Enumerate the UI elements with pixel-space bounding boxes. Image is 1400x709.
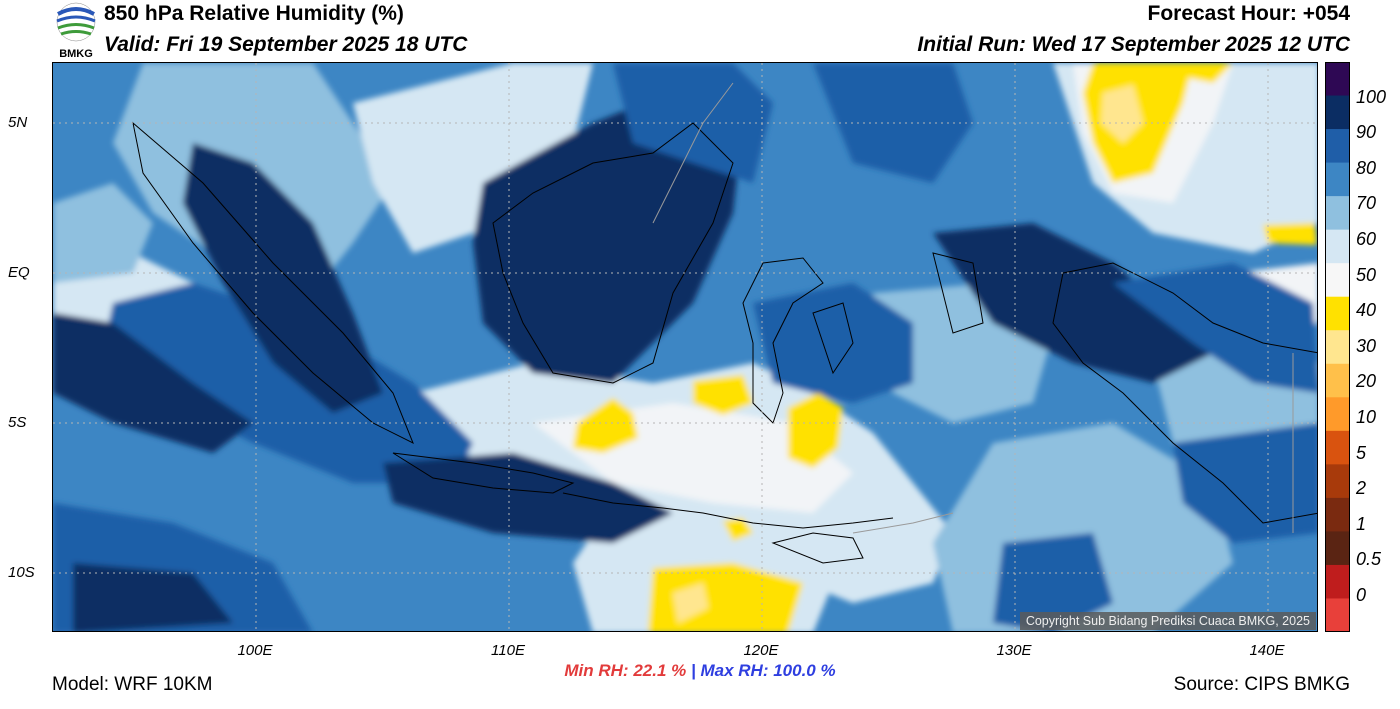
colorbar-label: 100 [1356,87,1387,107]
colorbar-segment [1325,363,1350,398]
lon-label-100e: 100E [237,642,273,659]
lon-label-120e: 120E [743,642,779,659]
colorbar-segment [1325,430,1350,465]
colorbar-label: 10 [1356,407,1377,427]
colorbar-segment [1325,296,1350,331]
colorbar-segment [1325,129,1350,164]
colorbar [1325,62,1350,632]
colorbar-segment [1325,397,1350,432]
lon-label-130e: 130E [996,642,1032,659]
stats-separator: | [690,661,696,680]
coastlines [132,121,1317,564]
chart-title: 850 hPa Relative Humidity (%) [104,2,404,25]
colorbar-segment [1325,564,1350,599]
colorbar-label: 60 [1356,229,1377,249]
colorbar-label: 0 [1356,585,1367,605]
colorbar-label: 1 [1356,514,1367,534]
lon-label-110e: 110E [491,642,525,659]
colorbar-segment [1325,263,1350,298]
model-label: Model: WRF 10KM [52,674,213,695]
colorbar-label: 2 [1356,478,1367,498]
colorbar-label: 0.5 [1356,549,1382,569]
colorbar-segment [1325,497,1350,532]
lat-label-5n: 5N [8,114,28,131]
colorbar-segment [1325,464,1350,499]
colorbar-label: 80 [1356,158,1377,178]
bmkg-logo: BMKG [56,2,96,60]
colorbar-label: 30 [1356,336,1377,356]
humidity-map: Copyright Sub Bidang Prediksi Cuaca BMKG… [52,62,1318,632]
lat-label-10s: 10S [8,564,35,581]
forecast-hour: Forecast Hour: +054 [1147,2,1351,25]
colorbar-label: 90 [1356,122,1377,142]
colorbar-label: 50 [1356,265,1377,285]
colorbar-label: 40 [1356,300,1377,320]
lon-label-140e: 140E [1249,642,1285,659]
copyright-note: Copyright Sub Bidang Prediksi Cuaca BMKG… [1019,612,1316,630]
lat-label-eq: EQ [8,264,30,281]
max-rh: Max RH: 100.0 % [700,661,836,680]
source-label: Source: CIPS BMKG [1173,674,1350,695]
colorbar-segment [1325,330,1350,365]
colorbar-segment [1325,229,1350,264]
colorbar-segment [1325,95,1350,130]
colorbar-border [1325,62,1350,632]
min-rh: Min RH: 22.1 % [564,661,687,680]
colorbar-segment [1325,162,1350,197]
rh-stats: Min RH: 22.1 % | Max RH: 100.0 % [0,661,1400,681]
logo-text: BMKG [59,48,93,60]
graticule [53,63,1317,631]
colorbar-segment [1325,196,1350,231]
map-canvas [53,63,1317,631]
lat-label-5s: 5S [8,414,27,431]
colorbar-segment [1325,598,1350,632]
colorbar-segment [1325,62,1350,97]
initial-run: Initial Run: Wed 17 September 2025 12 UT… [917,33,1350,56]
colorbar-label: 5 [1356,443,1367,463]
borders [652,82,1294,534]
colorbar-label: 20 [1356,371,1377,391]
colorbar-label: 70 [1356,193,1377,213]
valid-time: Valid: Fri 19 September 2025 18 UTC [104,33,468,56]
colorbar-segment [1325,531,1350,566]
humidity-field [53,63,1317,631]
